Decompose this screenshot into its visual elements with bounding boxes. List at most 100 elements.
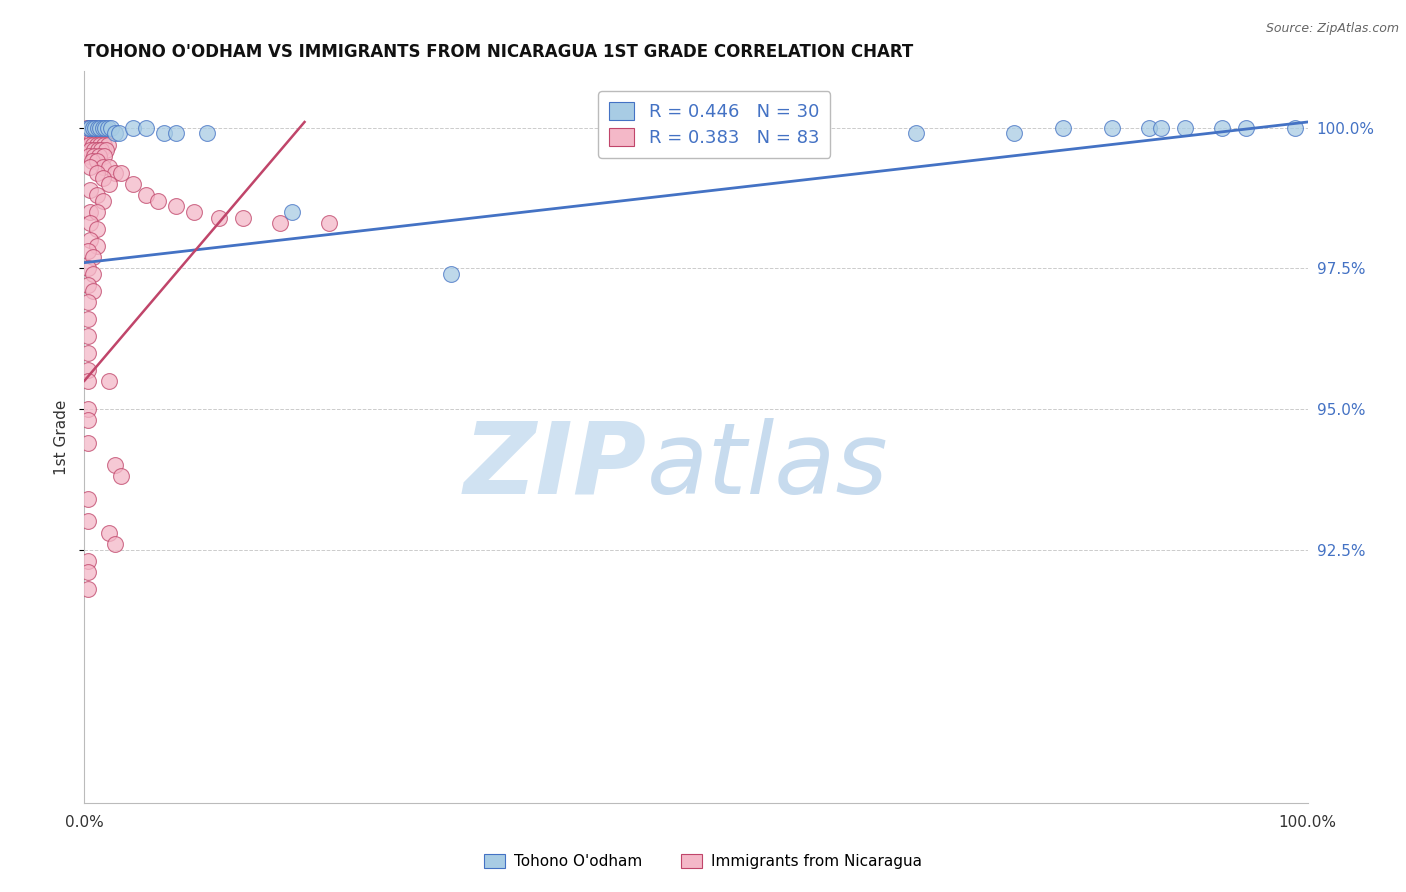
- Point: [104, 166, 127, 180]
- Point: [77, 491, 100, 506]
- Point: [77, 120, 100, 135]
- Text: Source: ZipAtlas.com: Source: ZipAtlas.com: [1265, 22, 1399, 36]
- Point: [86, 154, 108, 169]
- Point: [1002, 126, 1025, 140]
- Point: [82, 267, 104, 281]
- Point: [87, 143, 110, 157]
- Point: [77, 374, 100, 388]
- Point: [1137, 120, 1160, 135]
- Point: [77, 120, 100, 135]
- Point: [84, 126, 107, 140]
- Point: [77, 328, 100, 343]
- Point: [905, 126, 928, 140]
- Point: [807, 126, 830, 140]
- Point: [86, 222, 108, 236]
- Text: ZIP: ZIP: [464, 417, 647, 515]
- Point: [79, 126, 101, 140]
- Point: [86, 166, 108, 180]
- Point: [1052, 120, 1074, 135]
- Point: [440, 267, 463, 281]
- Point: [77, 413, 100, 427]
- Point: [77, 312, 100, 326]
- Point: [93, 149, 115, 163]
- Point: [97, 177, 120, 191]
- Point: [135, 120, 157, 135]
- Point: [104, 126, 127, 140]
- Point: [1284, 120, 1306, 135]
- Point: [86, 188, 108, 202]
- Point: [77, 401, 100, 416]
- Point: [165, 199, 187, 213]
- Point: [97, 525, 120, 540]
- Point: [318, 216, 340, 230]
- Point: [97, 120, 120, 135]
- Point: [79, 143, 101, 157]
- Point: [82, 137, 104, 152]
- Point: [84, 120, 107, 135]
- Point: [91, 120, 114, 135]
- Point: [77, 435, 100, 450]
- Point: [183, 205, 205, 219]
- Point: [77, 295, 100, 310]
- Point: [79, 160, 101, 174]
- Point: [107, 126, 129, 140]
- Point: [97, 160, 120, 174]
- Point: [90, 143, 112, 157]
- Point: [165, 126, 187, 140]
- Point: [1150, 120, 1173, 135]
- Point: [79, 182, 101, 196]
- Point: [77, 137, 100, 152]
- Point: [89, 137, 111, 152]
- Point: [1101, 120, 1123, 135]
- Point: [86, 137, 108, 152]
- Point: [97, 137, 120, 152]
- Point: [83, 143, 105, 157]
- Point: [146, 194, 169, 208]
- Point: [82, 250, 104, 264]
- Point: [80, 120, 103, 135]
- Point: [135, 188, 157, 202]
- Legend: Tohono O'odham, Immigrants from Nicaragua: Tohono O'odham, Immigrants from Nicaragu…: [478, 847, 928, 875]
- Point: [232, 211, 254, 225]
- Point: [195, 126, 218, 140]
- Point: [79, 120, 101, 135]
- Point: [76, 120, 98, 135]
- Point: [122, 120, 145, 135]
- Point: [80, 132, 103, 146]
- Text: atlas: atlas: [647, 417, 889, 515]
- Point: [80, 154, 103, 169]
- Point: [1174, 120, 1197, 135]
- Point: [104, 458, 127, 473]
- Point: [82, 284, 104, 298]
- Point: [77, 149, 100, 163]
- Point: [86, 126, 108, 140]
- Point: [91, 160, 114, 174]
- Point: [93, 137, 115, 152]
- Point: [1211, 120, 1233, 135]
- Point: [91, 171, 114, 186]
- Y-axis label: 1st Grade: 1st Grade: [53, 400, 69, 475]
- Point: [96, 143, 118, 157]
- Point: [83, 120, 105, 135]
- Point: [77, 345, 100, 359]
- Point: [269, 216, 291, 230]
- Point: [77, 126, 100, 140]
- Point: [100, 120, 122, 135]
- Point: [87, 132, 110, 146]
- Point: [86, 205, 108, 219]
- Point: [77, 278, 100, 293]
- Point: [77, 362, 100, 376]
- Point: [110, 469, 132, 483]
- Point: [77, 582, 100, 596]
- Point: [104, 537, 127, 551]
- Point: [84, 132, 107, 146]
- Legend: R = 0.446   N = 30, R = 0.383   N = 83: R = 0.446 N = 30, R = 0.383 N = 83: [599, 91, 831, 158]
- Point: [153, 126, 176, 140]
- Point: [77, 244, 100, 259]
- Point: [82, 120, 104, 135]
- Point: [79, 216, 101, 230]
- Point: [281, 205, 304, 219]
- Point: [86, 239, 108, 253]
- Point: [83, 149, 105, 163]
- Point: [87, 126, 110, 140]
